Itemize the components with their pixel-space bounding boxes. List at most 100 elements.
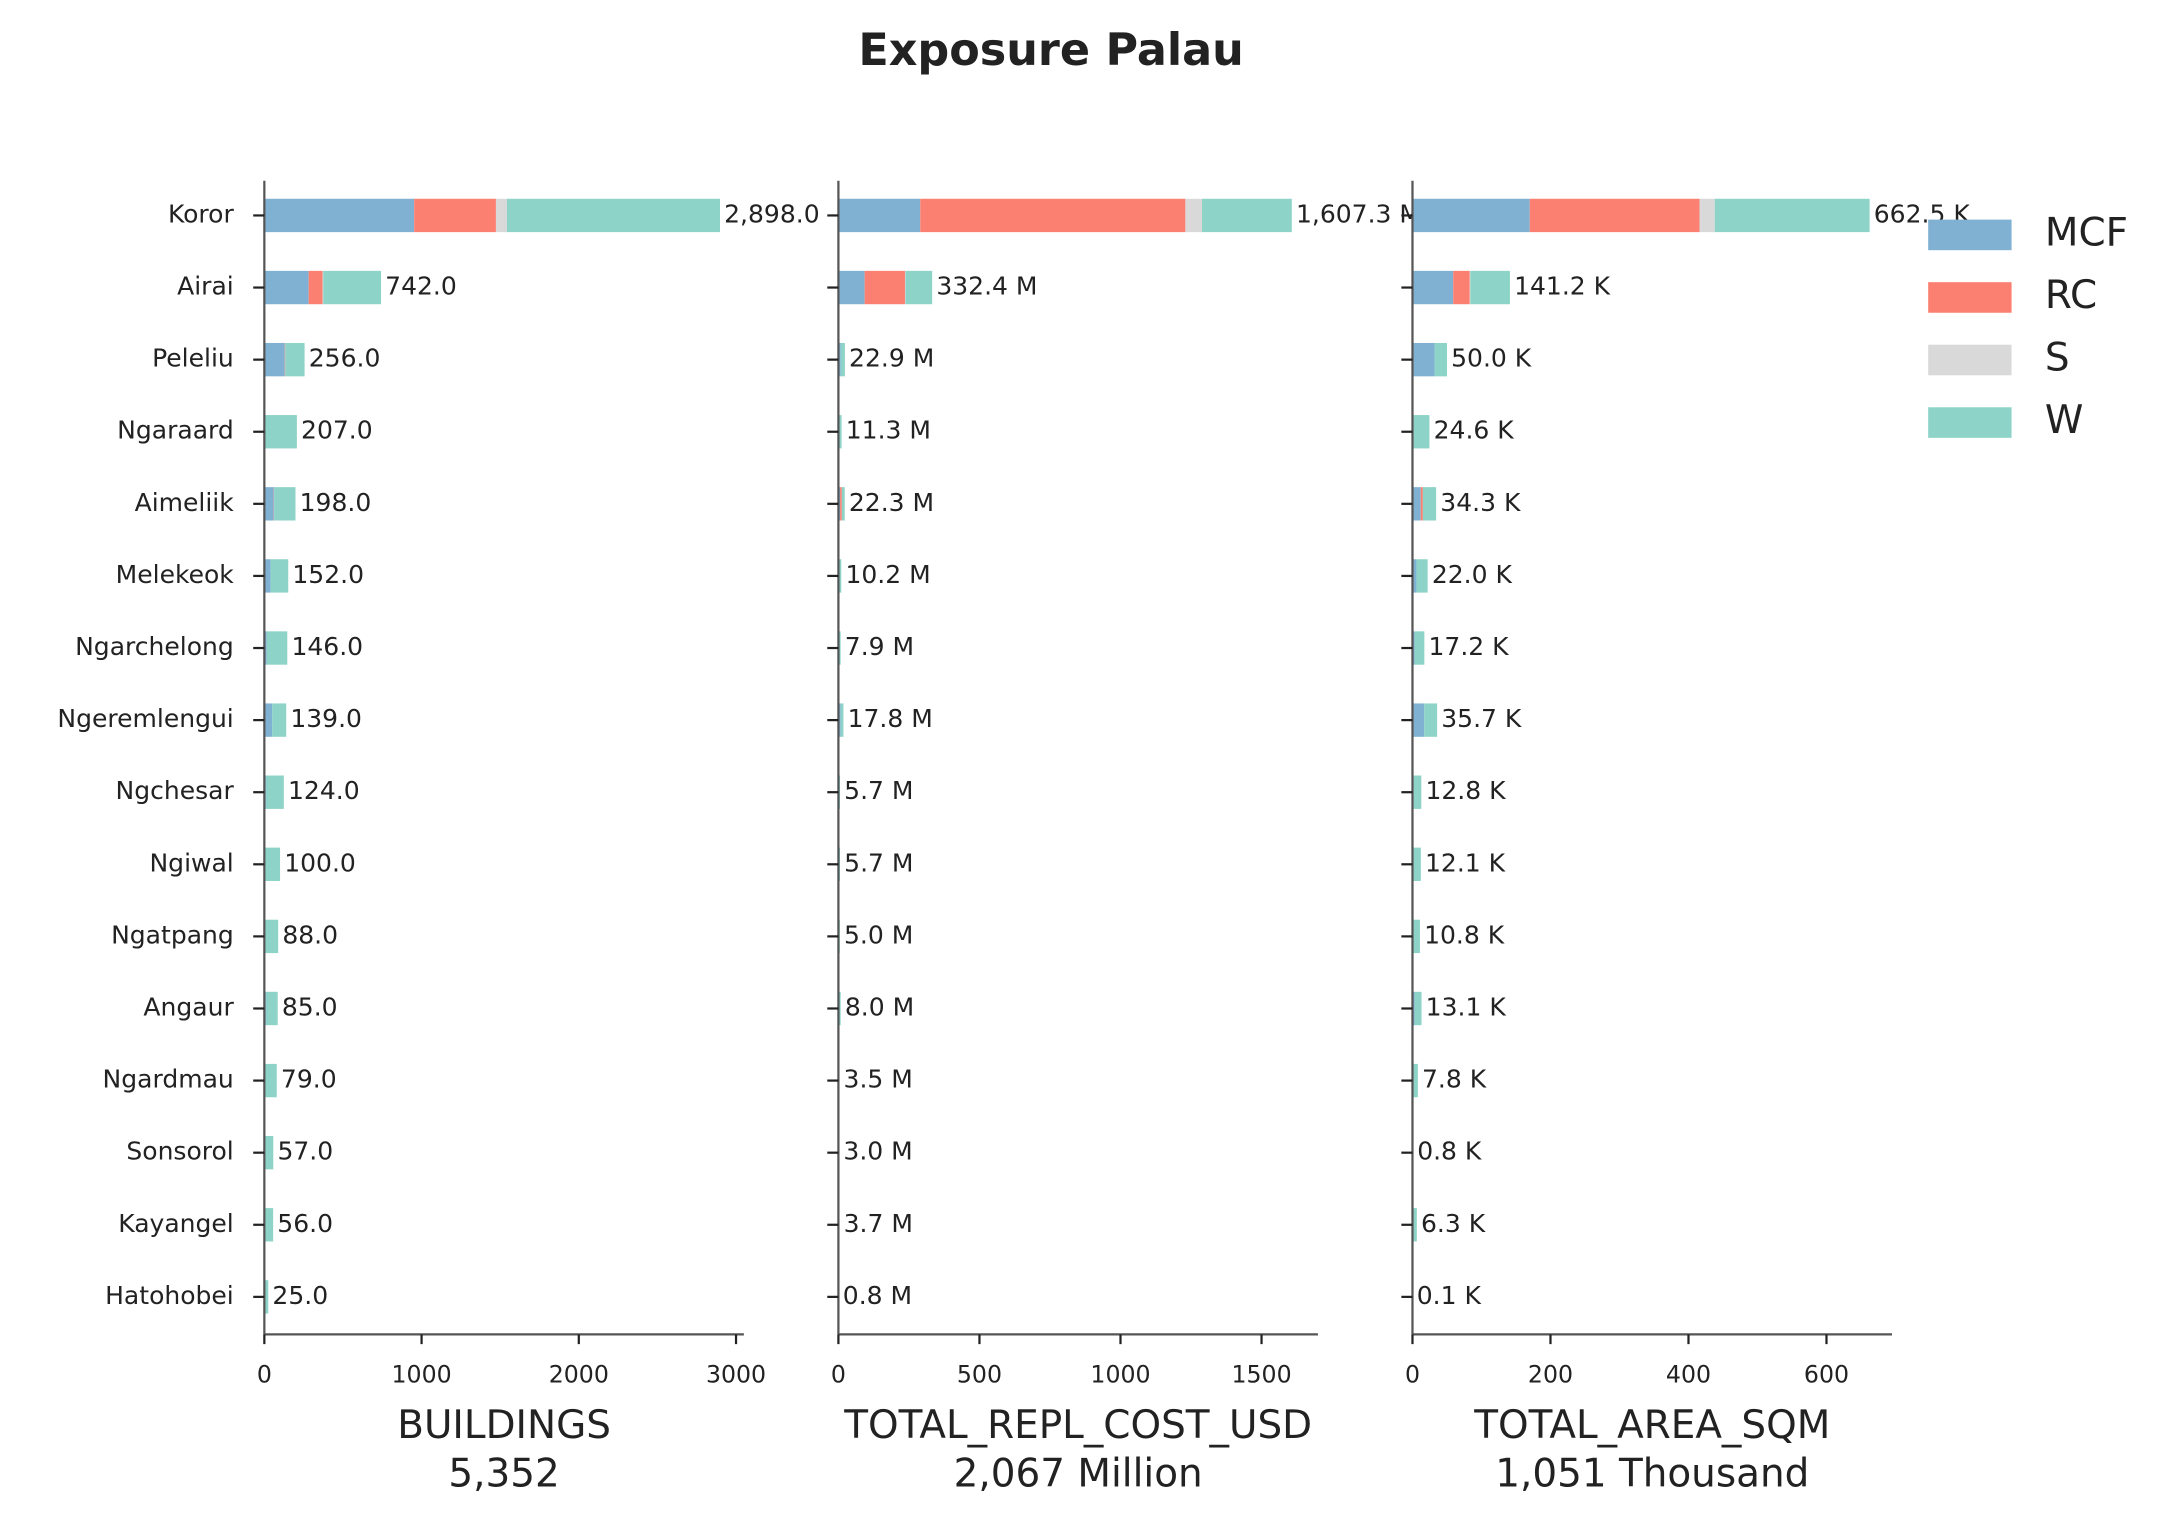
x-axis-label: BUILDINGS [397,1403,611,1448]
bar-segment [1434,342,1447,377]
data-label: 17.2 K [1429,632,1510,661]
bar-segment [265,991,278,1026]
data-label: 0.8 M [843,1281,912,1310]
bar-segment [838,342,841,377]
bar-segment [838,198,921,233]
bar-segment [323,270,382,305]
data-label: 5.0 M [844,920,913,949]
data-label: 7.9 M [845,632,914,661]
data-label: 139.0 [290,704,362,733]
bar-segment [308,270,323,305]
bar-segment [1412,487,1421,521]
bar-segment [264,559,271,593]
bar-segment [414,198,496,233]
bar-segment [322,270,324,305]
legend-swatch [1928,282,2012,313]
data-label: 3.7 M [844,1209,913,1238]
y-tick-label: Ngardmau [103,1065,234,1094]
bar-segment [1414,991,1422,1026]
bar-segment [1416,559,1428,593]
data-label: 17.8 M [848,704,933,733]
data-label: 10.8 K [1424,920,1505,949]
legend-swatch [1928,219,2012,251]
data-label: 10.2 M [845,560,930,589]
bar-segment [904,270,906,305]
bar-segment [1714,198,1870,233]
data-label: 6.3 K [1421,1209,1486,1238]
bar-segment [265,1063,277,1098]
bar-segment [839,991,841,1026]
legend-label: MCF [2045,210,2128,255]
bar-segment [1202,198,1292,233]
legend-swatch [1928,344,2012,376]
bar-segment [1413,919,1420,954]
bar-segment [905,270,933,305]
y-tick-label: Ngeremlengui [57,704,233,733]
data-label: 12.8 K [1425,776,1506,805]
data-label: 88.0 [282,920,338,949]
bar-segment [1470,270,1510,305]
bar-segment [264,631,267,665]
y-tick-label: Peleliu [152,344,234,373]
bar-segment [265,775,284,809]
chart-title: Exposure Palau [858,25,1243,76]
bar-segment [265,847,281,881]
bar-segment [864,270,905,305]
data-label: 5.7 M [844,848,913,877]
bar-segment [264,342,285,377]
data-label: 1,607.3 M [1296,199,1421,228]
x-tick-label: 200 [1528,1361,1573,1389]
data-label: 22.3 M [849,488,934,517]
bar-segment [839,559,842,593]
bar-segment [1185,198,1203,233]
data-label: 12.1 K [1425,848,1506,877]
x-axis-label: TOTAL_REPL_COST_USD [843,1403,1312,1448]
x-axis-total: 2,067 Million [954,1452,1203,1497]
y-tick-label: Melekeok [116,560,235,589]
bar-segment [264,1208,274,1242]
legend-label: S [2045,336,2070,381]
x-tick-label: 600 [1804,1361,1849,1389]
x-tick-label: 3000 [706,1361,766,1389]
y-tick-label: Kayangel [118,1209,234,1238]
data-label: 198.0 [300,488,372,517]
bar-segment [506,198,720,233]
data-label: 141.2 K [1514,272,1611,301]
y-tick-label: Hatohobei [105,1281,234,1310]
bar-segment [264,703,273,737]
bar-segment [1420,487,1423,521]
data-label: 256.0 [309,344,381,373]
bar-segment [841,487,845,521]
bar-segment [1412,198,1530,233]
bar-segment [840,703,844,737]
bar-segment [264,198,415,233]
x-tick-label: 0 [257,1361,272,1389]
data-label: 3.5 M [844,1065,913,1094]
y-tick-label: Ngarchelong [75,632,234,661]
data-label: 22.9 M [849,344,934,373]
bar-segment [838,415,842,449]
y-tick-label: Koror [168,199,235,228]
bar-segment [264,1136,274,1170]
x-tick-label: 400 [1666,1361,1711,1389]
x-tick-label: 1000 [392,1361,452,1389]
x-tick-label: 1500 [1231,1361,1291,1389]
x-tick-label: 0 [1405,1361,1420,1389]
bar-segment [264,1280,269,1314]
data-label: 100.0 [284,848,356,877]
data-label: 152.0 [292,560,364,589]
data-label: 34.3 K [1440,488,1521,517]
bar-segment [1422,487,1437,521]
data-label: 56.0 [277,1209,333,1238]
y-tick-label: Aimeliik [135,488,235,517]
bar-segment [266,631,288,665]
bar-segment [265,415,297,449]
bar-segment [264,487,274,521]
bar-segment [1469,270,1471,305]
data-label: 85.0 [282,992,338,1021]
x-tick-label: 2000 [549,1361,609,1389]
bar-segment [495,198,507,233]
y-tick-label: Ngchesar [116,776,235,805]
